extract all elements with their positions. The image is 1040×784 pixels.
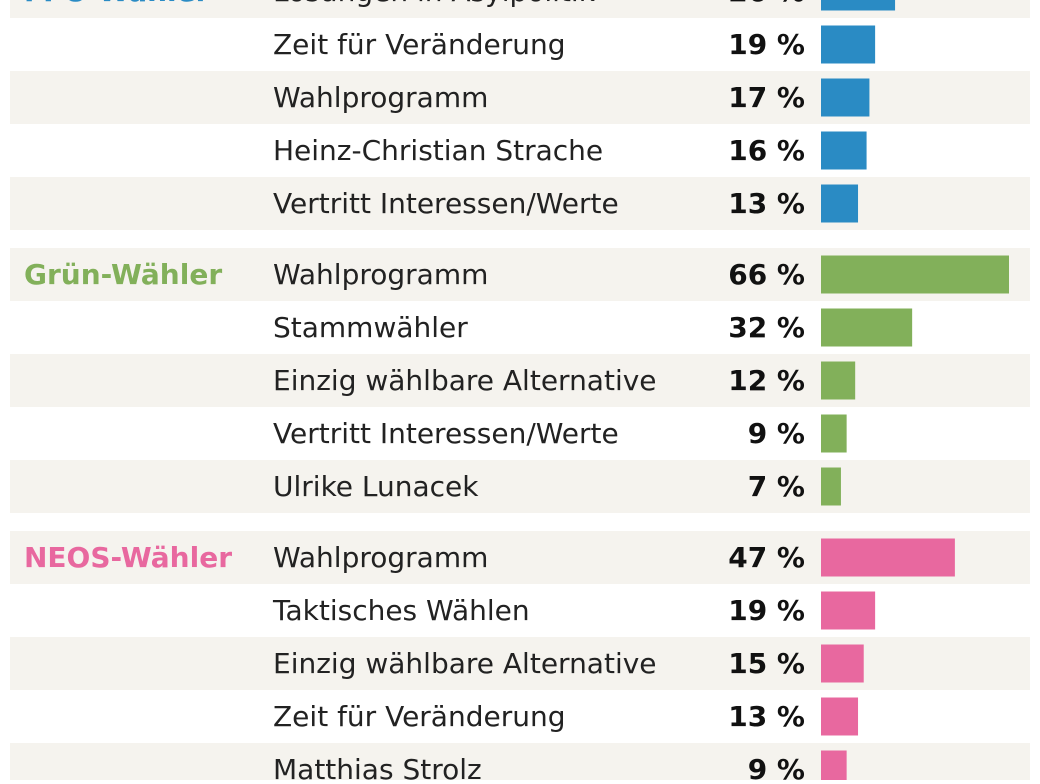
bar	[821, 361, 856, 400]
row-band	[10, 407, 1030, 460]
category-label: Zeit für Veränderung	[273, 28, 565, 61]
value-label: 19 %	[728, 28, 805, 61]
category-label: Vertritt Interessen/Werte	[273, 187, 619, 220]
category-label: Taktisches Wählen	[272, 594, 530, 627]
value-label: 15 %	[728, 647, 805, 680]
bar	[821, 538, 955, 577]
category-label: Lösungen in Asylpolitik	[273, 0, 596, 8]
group-name: NEOS-Wähler	[24, 541, 232, 574]
value-label: 16 %	[728, 134, 805, 167]
category-label: Zeit für Veränderung	[273, 700, 565, 733]
group-name: Grün-Wähler	[24, 258, 222, 291]
value-label: 9 %	[748, 417, 805, 450]
row-band	[10, 177, 1030, 230]
category-label: Vertritt Interessen/Werte	[273, 417, 619, 450]
value-label: 13 %	[728, 187, 805, 220]
bar	[821, 591, 876, 630]
value-label: 26 %	[728, 0, 805, 8]
value-label: 9 %	[748, 753, 805, 780]
category-label: Heinz-Christian Strache	[273, 134, 603, 167]
row-band	[10, 743, 1030, 784]
category-label: Stammwähler	[273, 311, 468, 344]
bar	[821, 0, 896, 11]
value-label: 7 %	[748, 470, 805, 503]
row-band	[10, 0, 1030, 18]
bar	[821, 467, 841, 506]
bar	[821, 697, 859, 736]
category-label: Ulrike Lunacek	[273, 470, 479, 503]
bar	[821, 750, 847, 784]
value-label: 12 %	[728, 364, 805, 397]
row-band	[10, 460, 1030, 513]
bar	[821, 25, 876, 64]
bar	[821, 131, 867, 170]
bar	[821, 78, 870, 117]
row-band	[10, 690, 1030, 743]
value-label: 13 %	[728, 700, 805, 733]
value-label: 17 %	[728, 81, 805, 114]
value-label: 47 %	[728, 541, 805, 574]
bar	[821, 414, 847, 453]
bar	[821, 255, 1009, 294]
category-label: Einzig wählbare Alternative	[273, 364, 657, 397]
category-label: Wahlprogramm	[273, 81, 488, 114]
category-label: Wahlprogramm	[273, 258, 488, 291]
bar	[821, 184, 859, 223]
group-name: FPÖ-Wähler	[24, 0, 210, 8]
value-label: 32 %	[728, 311, 805, 344]
row-band	[10, 354, 1030, 407]
bar	[821, 644, 864, 683]
value-label: 19 %	[728, 594, 805, 627]
category-label: Matthias Strolz	[273, 753, 482, 780]
bar	[821, 308, 913, 347]
category-label: Wahlprogramm	[273, 541, 488, 574]
category-label: Einzig wählbare Alternative	[273, 647, 657, 680]
value-label: 66 %	[728, 258, 805, 291]
row-band	[10, 71, 1030, 124]
